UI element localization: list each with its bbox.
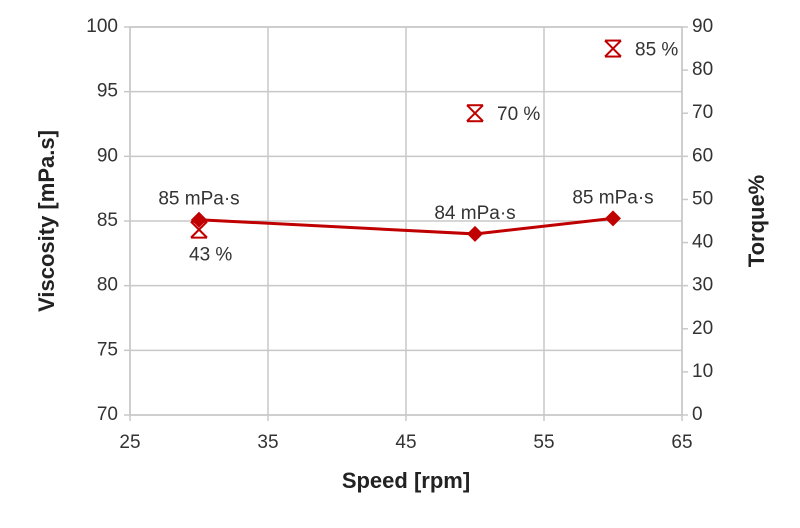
- y2-tick-label: 30: [692, 275, 713, 296]
- asterisk-stroke: [604, 39, 622, 58]
- x-tick-label: 55: [533, 432, 554, 453]
- y2-axis-title: Torque%: [744, 175, 769, 267]
- data-label: 43 %: [189, 245, 232, 266]
- y2-tick-label: 60: [692, 145, 713, 166]
- data-label: 85 mPa·s: [158, 189, 239, 210]
- x-tick-label: 25: [119, 432, 140, 453]
- asterisk-stroke: [466, 104, 484, 122]
- data-point: [604, 39, 622, 58]
- data-point: [190, 220, 208, 239]
- y-tick-label: 75: [97, 339, 118, 360]
- y2-tick-label: 70: [692, 102, 713, 123]
- data-point: [467, 225, 483, 242]
- y-tick-label: 95: [97, 81, 118, 102]
- y-tick-label: 100: [86, 16, 118, 37]
- y2-tick-label: 40: [692, 232, 713, 253]
- x-tick-label: 45: [395, 432, 416, 453]
- y2-tick-label: 20: [692, 318, 713, 339]
- asterisk-stroke: [190, 220, 208, 239]
- y2-tick-label: 50: [692, 188, 713, 209]
- data-label: 70 %: [497, 104, 540, 125]
- y2-tick-label: 0: [692, 404, 703, 425]
- y2-tick-label: 90: [692, 16, 713, 37]
- data-label: 84 mPa·s: [434, 203, 515, 224]
- y-tick-label: 70: [97, 404, 118, 425]
- diamond-marker: [605, 210, 621, 227]
- x-tick-label: 65: [671, 432, 692, 453]
- data-label: 85 %: [635, 40, 678, 61]
- y-tick-label: 90: [97, 145, 118, 166]
- y-axis-title: Viscosity [mPa.s]: [34, 130, 59, 312]
- data-point: [191, 211, 207, 228]
- y2-tick-label: 80: [692, 59, 713, 80]
- x-axis-title: Speed [rpm]: [342, 468, 470, 493]
- diamond-marker: [467, 225, 483, 242]
- plot-frame: [129, 26, 683, 416]
- data-point: [605, 210, 621, 227]
- data-point: [466, 104, 484, 123]
- diamond-marker: [191, 211, 207, 228]
- data-label: 85 mPa·s: [572, 187, 653, 208]
- x-tick-label: 35: [257, 432, 278, 453]
- y-tick-label: 85: [97, 210, 118, 231]
- y-tick-label: 80: [97, 275, 118, 296]
- y2-tick-label: 10: [692, 361, 713, 382]
